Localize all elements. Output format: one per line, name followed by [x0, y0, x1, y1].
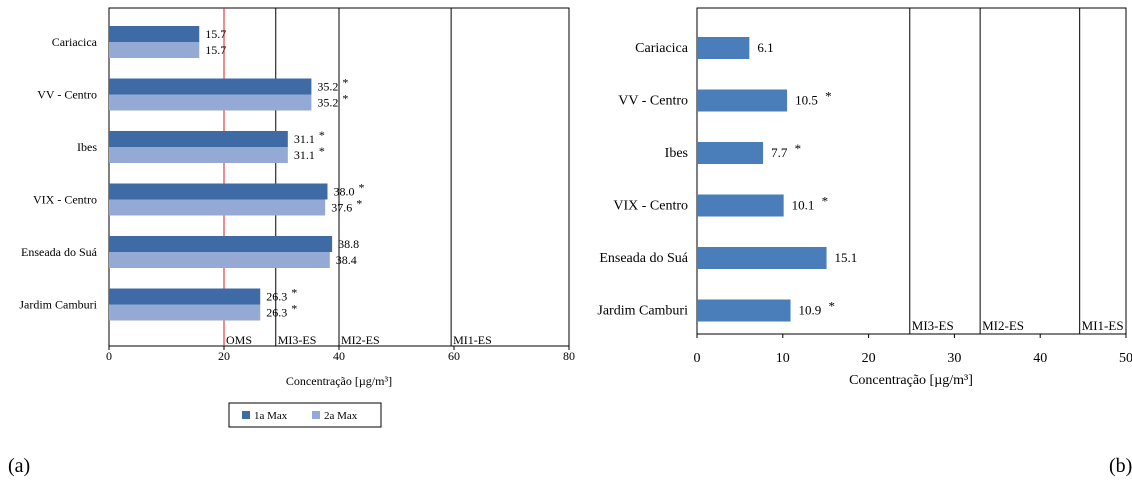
bar-1a-max: [109, 26, 200, 42]
x-tick-label: 20: [218, 349, 230, 363]
reference-line-label: MI2-ES: [341, 333, 380, 347]
x-tick-label: 20: [862, 351, 876, 366]
x-tick-label: 50: [1119, 351, 1132, 366]
reference-line-label: MI3-ES: [278, 333, 317, 347]
reference-line-label: OMS: [226, 333, 252, 347]
x-tick-label: 0: [694, 351, 701, 366]
x-tick-label: 10: [776, 351, 790, 366]
x-tick-label: 0: [106, 349, 112, 363]
legend-entry: 1a Max: [254, 410, 288, 422]
bar-1a-max: [109, 288, 261, 305]
significance-mark: *: [291, 286, 297, 300]
bar-series: [697, 89, 788, 112]
bar-2a-max: [109, 199, 326, 216]
data-label: 10.1: [792, 198, 815, 213]
x-tick-label: 60: [448, 349, 460, 363]
x-tick-label: 80: [563, 349, 575, 363]
data-label: 38.8: [338, 237, 359, 251]
significance-mark: *: [356, 197, 362, 211]
significance-mark: *: [342, 76, 348, 90]
bar-2a-max: [109, 42, 200, 58]
category-label: Jardim Camburi: [19, 298, 97, 312]
category-label: VV - Centro: [37, 88, 97, 102]
significance-mark: *: [829, 299, 836, 314]
bar-1a-max: [109, 78, 312, 95]
chart-panel-b: MI3-ES MI2-ES MI1-ES Cariacica 6.1 VV - Centr…: [597, 7, 1132, 477]
reference-line-label: MI3-ES: [912, 318, 954, 333]
category-label: Cariacica: [635, 41, 689, 56]
bar-series: [697, 247, 827, 269]
x-axis-label: Concentração [µg/m³]: [286, 374, 392, 388]
x-tick-label: 40: [1033, 351, 1047, 366]
data-label: 15.1: [835, 250, 858, 265]
legend: 1a Max 2a Max: [228, 402, 382, 428]
bar-2a-max: [109, 252, 330, 268]
reference-line-label: MI2-ES: [982, 318, 1024, 333]
bar-1a-max: [109, 183, 328, 200]
data-label: 31.1: [294, 132, 315, 146]
data-label: 15.7: [205, 43, 226, 57]
category-label: Cariacica: [52, 35, 98, 49]
data-label: 10.9: [799, 303, 822, 318]
bar-1a-max: [109, 131, 288, 147]
data-label: 26.3: [266, 306, 287, 320]
data-label: 35.2: [317, 80, 338, 94]
significance-mark: *: [822, 194, 829, 209]
data-label: 15.7: [205, 27, 226, 41]
bar-series: [697, 37, 750, 59]
x-tick-label: 40: [333, 349, 345, 363]
reference-line-label: MI1-ES: [453, 333, 492, 347]
category-label: Enseada do Suá: [599, 251, 688, 266]
x-tick-label: 30: [947, 351, 961, 366]
data-label: 7.7: [771, 145, 788, 160]
bar-2a-max: [109, 147, 288, 163]
significance-mark: *: [342, 92, 348, 106]
data-label: 26.3: [266, 290, 287, 304]
data-label: 38.0: [334, 185, 355, 199]
significance-mark: *: [825, 89, 832, 104]
legend-box: [228, 402, 382, 428]
chart-panel-a: OMS MI3-ES MI2-ES MI1-ES Cariacica 15.7 15.7 VV…: [8, 7, 575, 477]
legend-swatch: [312, 411, 320, 419]
bar-2a-max: [109, 94, 312, 111]
category-label: Jardim Camburi: [597, 304, 688, 319]
significance-mark: *: [359, 181, 365, 195]
plot-area-frame: [696, 7, 1127, 335]
category-label: VIX - Centro: [33, 193, 97, 207]
legend-entry: 2a Max: [324, 410, 358, 422]
bar-series: [697, 194, 784, 217]
x-axis-label: Concentração [µg/m³]: [849, 373, 973, 388]
panel-label: (a): [8, 455, 30, 477]
data-label: 10.5: [795, 93, 818, 108]
category-label: Ibes: [77, 140, 97, 154]
data-label: 35.2: [317, 96, 338, 110]
category-label: VIX - Centro: [613, 199, 688, 214]
category-label: VV - Centro: [618, 94, 688, 109]
significance-mark: *: [795, 141, 802, 156]
reference-line-label: MI1-ES: [1082, 318, 1124, 333]
bar-1a-max: [109, 236, 333, 252]
data-label: 37.6: [331, 201, 352, 215]
bar-series: [697, 299, 791, 322]
data-label: 31.1: [294, 148, 315, 162]
significance-mark: *: [319, 144, 325, 158]
significance-mark: *: [319, 128, 325, 142]
data-label: 6.1: [757, 40, 773, 55]
significance-mark: *: [291, 302, 297, 316]
category-label: Enseada do Suá: [21, 245, 98, 259]
panel-label: (b): [1109, 455, 1132, 477]
bar-series: [697, 142, 764, 164]
category-label: Ibes: [665, 146, 688, 161]
bar-2a-max: [109, 304, 261, 321]
data-label: 38.4: [336, 253, 357, 267]
legend-swatch: [242, 411, 250, 419]
